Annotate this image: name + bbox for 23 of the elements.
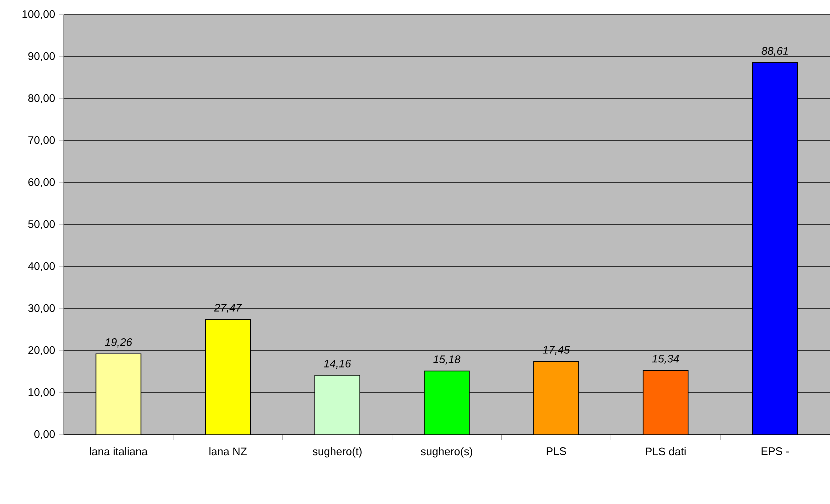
data-label: 88,61 [762,47,788,56]
x-tick-label: PLS [546,448,566,456]
x-tick-label: sughero(t) [312,448,362,458]
data-label: 14,16 [324,360,352,370]
x-tick-label: EPS - [762,448,790,456]
x-tick-label: lana italiana [90,448,148,456]
y-tick-label: 100,00 [22,10,56,20]
y-tick-label: 40,00 [28,262,56,272]
data-label: 15,34 [652,355,680,364]
x-tick-label: PLS dati [646,448,686,456]
data-label: 15,18 [434,356,461,365]
y-tick-label: 80,00 [28,94,56,104]
y-tick-label: 90,00 [28,52,56,62]
y-tick-label: 70,00 [28,136,56,146]
y-tick-label: 30,00 [28,304,56,314]
y-tick-label: 20,00 [28,346,56,356]
data-label: 19,26 [105,338,132,348]
y-tick-label: 10,00 [28,388,56,398]
y-tick-label: 50,00 [28,220,56,230]
x-tick-label: sughero(s) [421,448,473,458]
x-tick-label: lana NZ [210,448,247,456]
y-tick-label: 60,00 [28,178,56,188]
y-tick-label: 0,00 [34,430,56,440]
